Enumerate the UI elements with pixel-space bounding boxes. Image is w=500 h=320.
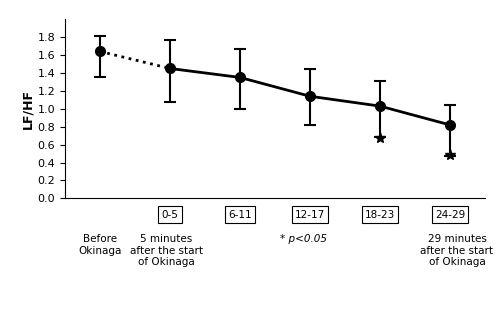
Text: 0-5: 0-5 <box>162 210 178 220</box>
Y-axis label: LF/HF: LF/HF <box>22 89 35 129</box>
Text: Before
Okinaga: Before Okinaga <box>78 234 122 256</box>
Text: 18-23: 18-23 <box>365 210 395 220</box>
Text: 24-29: 24-29 <box>435 210 465 220</box>
Text: 6-11: 6-11 <box>228 210 252 220</box>
Text: 12-17: 12-17 <box>295 210 325 220</box>
Text: 29 minutes
after the start
of Okinaga: 29 minutes after the start of Okinaga <box>420 234 494 268</box>
Text: * p<0.05: * p<0.05 <box>280 234 326 244</box>
Text: 5 minutes
after the start
of Okinaga: 5 minutes after the start of Okinaga <box>130 234 203 268</box>
